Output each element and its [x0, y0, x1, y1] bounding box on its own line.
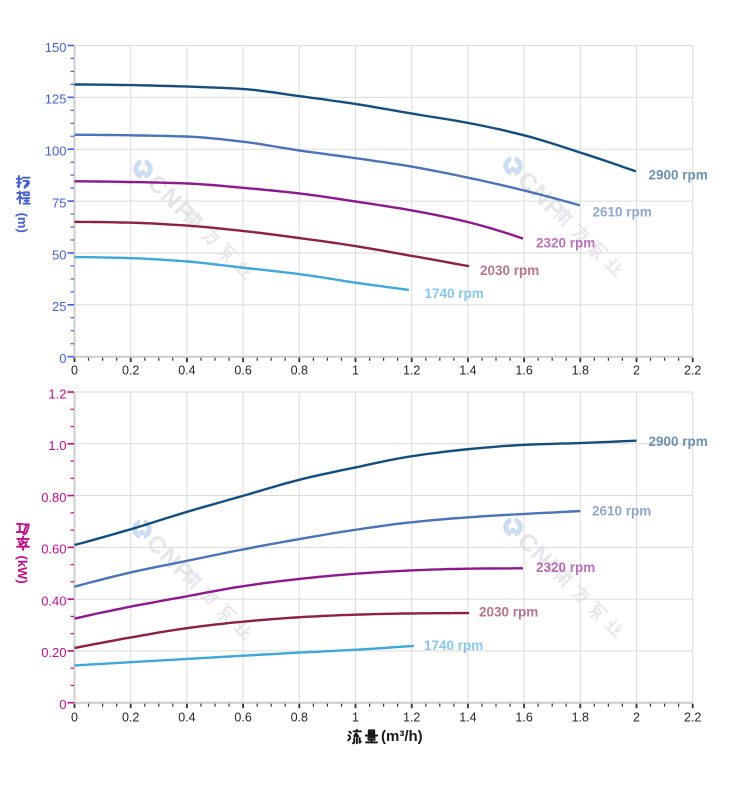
- svg-text:2030 rpm: 2030 rpm: [479, 604, 538, 619]
- svg-text:0: 0: [71, 363, 78, 377]
- svg-text:1: 1: [352, 710, 359, 724]
- svg-text:(m): (m): [15, 213, 30, 233]
- svg-text:0.40: 0.40: [41, 593, 66, 608]
- svg-text:0.6: 0.6: [234, 710, 251, 724]
- svg-text:2900 rpm: 2900 rpm: [649, 434, 708, 449]
- svg-text:1.2: 1.2: [403, 710, 420, 724]
- svg-text:2320 rpm: 2320 rpm: [536, 235, 595, 250]
- svg-text:1.6: 1.6: [515, 363, 532, 377]
- svg-text:1.6: 1.6: [515, 710, 532, 724]
- svg-text:1: 1: [352, 363, 359, 377]
- svg-text:0: 0: [59, 351, 66, 366]
- svg-text:2610 rpm: 2610 rpm: [592, 503, 651, 518]
- svg-text:0.4: 0.4: [178, 363, 195, 377]
- svg-text:1.4: 1.4: [459, 710, 476, 724]
- svg-text:125: 125: [45, 92, 67, 107]
- svg-text:1740 rpm: 1740 rpm: [425, 286, 484, 301]
- svg-text:0.4: 0.4: [178, 710, 195, 724]
- svg-text:1.2: 1.2: [403, 363, 420, 377]
- svg-text:0.2: 0.2: [122, 363, 139, 377]
- svg-text:2: 2: [633, 363, 640, 377]
- svg-text:(m³/h): (m³/h): [381, 728, 423, 745]
- svg-text:1.8: 1.8: [572, 363, 589, 377]
- svg-text:100: 100: [45, 144, 67, 159]
- svg-text:1740 rpm: 1740 rpm: [424, 638, 483, 653]
- svg-text:2.2: 2.2: [684, 710, 701, 724]
- svg-text:25: 25: [52, 299, 66, 314]
- svg-text:50: 50: [52, 247, 66, 262]
- svg-text:0.8: 0.8: [291, 363, 308, 377]
- svg-text:0.20: 0.20: [41, 645, 66, 660]
- svg-text:0.8: 0.8: [291, 710, 308, 724]
- svg-text:1.2: 1.2: [48, 386, 66, 401]
- svg-text:1.0: 1.0: [48, 438, 66, 453]
- svg-text:0.60: 0.60: [41, 542, 66, 557]
- svg-text:1.8: 1.8: [572, 710, 589, 724]
- svg-text:2.2: 2.2: [684, 363, 701, 377]
- svg-text:2900 rpm: 2900 rpm: [649, 167, 708, 182]
- svg-text:0: 0: [71, 710, 78, 724]
- svg-text:0.6: 0.6: [234, 363, 251, 377]
- svg-text:2320 rpm: 2320 rpm: [536, 560, 595, 575]
- svg-text:150: 150: [45, 40, 67, 55]
- svg-text:0: 0: [59, 697, 66, 712]
- svg-text:(kW): (kW): [15, 556, 30, 584]
- svg-text:2030 rpm: 2030 rpm: [480, 263, 539, 278]
- svg-text:0.2: 0.2: [122, 710, 139, 724]
- svg-text:1.4: 1.4: [459, 363, 476, 377]
- svg-text:2: 2: [633, 710, 640, 724]
- svg-text:0.80: 0.80: [41, 490, 66, 505]
- svg-text:75: 75: [52, 195, 66, 210]
- svg-text:2610 rpm: 2610 rpm: [593, 204, 652, 219]
